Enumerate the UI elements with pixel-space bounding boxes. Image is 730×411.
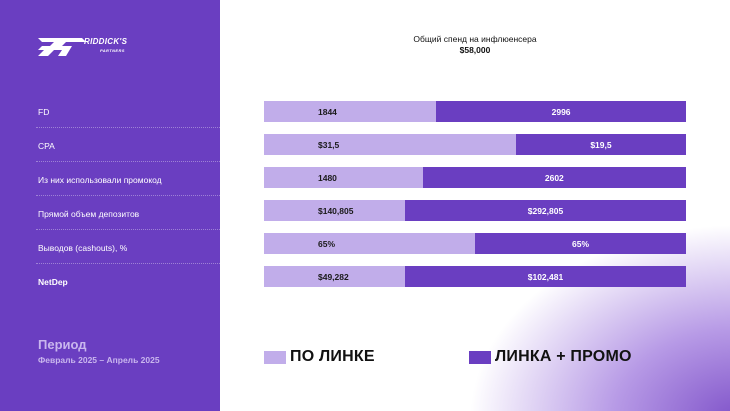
bar-segment-promo: $292,805 (404, 200, 686, 221)
row-divider (36, 127, 220, 128)
row-label-cpa: CPA (38, 141, 55, 151)
bar-segment-link: 1480 (264, 167, 423, 188)
bar-netdep: $49,282 $102,481 (264, 266, 686, 287)
row-divider (36, 161, 220, 162)
bar-segment-link: 65% (264, 233, 475, 254)
logo-mark-icon (38, 38, 86, 56)
bar-segment-link: $49,282 (264, 266, 405, 287)
bar-segment-promo: 65% (475, 233, 686, 254)
legend-label-link: ПО ЛИНКЕ (290, 348, 375, 365)
bar-fd: 1844 2996 (264, 101, 686, 122)
row-label-netdep: NetDep (38, 277, 68, 287)
row-label-deposits: Прямой объем депозитов (38, 209, 140, 219)
period-title: Период (38, 337, 87, 352)
row-divider (36, 229, 220, 230)
bar-segment-promo: $102,481 (404, 266, 686, 287)
legend-label-promo: ЛИНКА + ПРОМО (495, 348, 632, 365)
row-divider (36, 195, 220, 196)
legend-promo: ЛИНКА + ПРОМО (469, 348, 632, 366)
bar-cashouts: 65% 65% (264, 233, 686, 254)
spend-header: Общий спенд на инфлюенсера $58,000 (360, 34, 590, 55)
bar-cpa: $31,5 $19,5 (264, 134, 686, 155)
brand-logo: RIDDICK'S PARTNERS (36, 34, 148, 60)
row-label-fd: FD (38, 107, 50, 117)
bar-segment-link: $31,5 (264, 134, 516, 155)
legend-swatch-promo (469, 350, 491, 364)
bar-segment-promo: 2996 (436, 101, 686, 122)
bar-segment-link: $140,805 (264, 200, 405, 221)
legend-swatch-link (264, 350, 286, 364)
logo-name: RIDDICK'S (84, 37, 128, 46)
bar-deposits: $140,805 $292,805 (264, 200, 686, 221)
logo-subtitle: PARTNERS (100, 48, 125, 53)
bar-segment-promo: 2602 (422, 167, 686, 188)
bar-segment-promo: $19,5 (515, 134, 686, 155)
row-divider (36, 263, 220, 264)
legend-link: ПО ЛИНКЕ (264, 348, 375, 366)
spend-title: Общий спенд на инфлюенсера (413, 34, 537, 44)
sidebar: RIDDICK'S PARTNERS FD CPA Из них использ… (0, 0, 220, 411)
spend-amount: $58,000 (459, 45, 491, 55)
period-range: Февраль 2025 – Апрель 2025 (38, 355, 160, 365)
bar-segment-link: 1844 (264, 101, 437, 122)
row-label-cashouts: Выводов (cashouts), % (38, 243, 128, 253)
row-label-promo-used: Из них использовали промокод (38, 175, 162, 185)
bar-promo-used: 1480 2602 (264, 167, 686, 188)
